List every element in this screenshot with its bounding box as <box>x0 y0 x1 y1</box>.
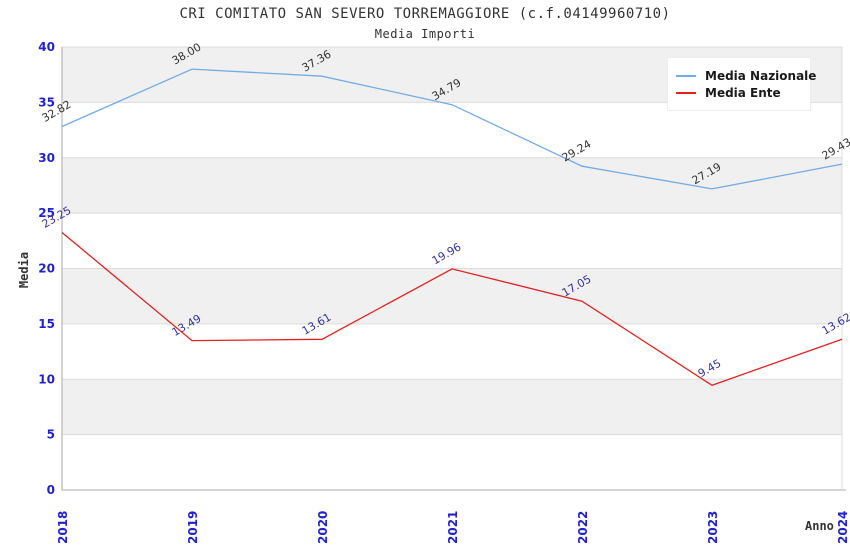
series-line-media-nazionale <box>61 68 843 190</box>
y-tick-label: 10 <box>38 372 55 386</box>
x-tick-label: 2020 <box>316 511 330 544</box>
plot-band <box>62 213 842 269</box>
plot-band <box>62 379 842 435</box>
legend-label: Media Ente <box>705 85 781 100</box>
x-tick-label: 2019 <box>186 511 200 544</box>
chart-title: CRI COMITATO SAN SEVERO TORREMAGGIORE (c… <box>179 6 671 22</box>
legend: Media Nazionale Media Ente <box>667 57 816 111</box>
y-tick-label: 0 <box>47 483 55 497</box>
x-tick-label: 2021 <box>446 511 460 544</box>
chart-subtitle: Media Importi <box>374 27 476 41</box>
plot-band <box>62 434 842 490</box>
media-nazionale-line-swatch <box>676 74 696 77</box>
x-tick-label: 2018 <box>56 511 70 544</box>
y-tick-label: 5 <box>47 428 55 442</box>
y-tick-label: 40 <box>38 40 55 54</box>
plot-band <box>62 157 842 214</box>
legend-item-media-ente: Media Ente <box>676 85 802 100</box>
x-tick-label: 2024 <box>836 511 850 544</box>
legend-item-media-nazionale: Media Nazionale <box>676 68 816 83</box>
y-tick-label: 30 <box>38 151 55 165</box>
plot-band <box>62 323 842 380</box>
y-axis-title: Media <box>17 251 31 289</box>
y-tick-label: 25 <box>38 206 55 220</box>
y-tick-label: 15 <box>38 317 55 331</box>
plot-band <box>62 268 842 324</box>
series-line-media-ente <box>61 232 843 387</box>
x-tick-label: 2023 <box>706 511 720 544</box>
y-tick-label: 20 <box>38 262 55 276</box>
y-tick-label: 35 <box>38 95 55 109</box>
x-axis-title: Anno <box>805 519 834 533</box>
media-ente-line-swatch <box>676 91 696 94</box>
plot-band <box>62 102 842 158</box>
x-tick-label: 2022 <box>576 511 590 544</box>
legend-label: Media Nazionale <box>705 68 817 83</box>
